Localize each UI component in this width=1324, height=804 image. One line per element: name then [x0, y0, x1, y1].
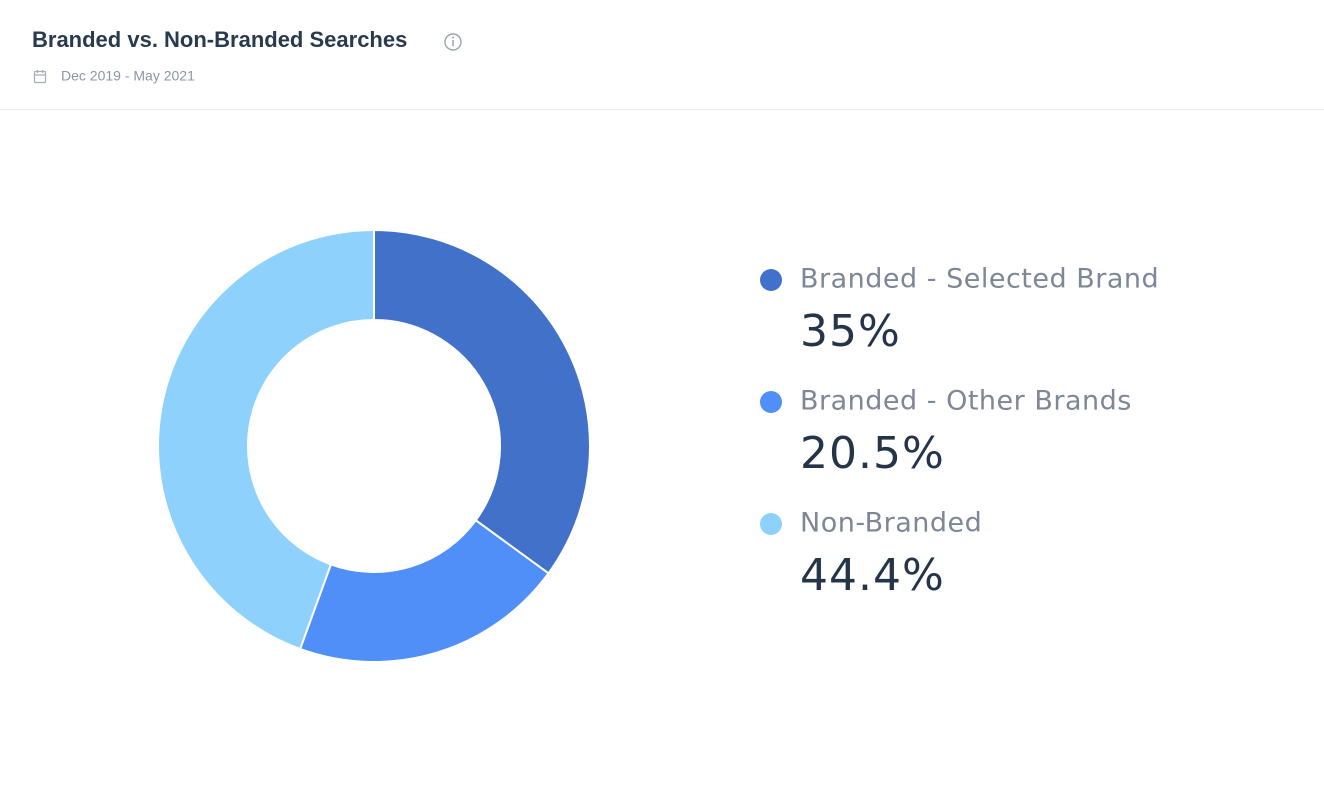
donut-slice: [298, 518, 550, 663]
chart-title: Branded vs. Non-Branded Searches: [32, 27, 407, 52]
donut-slice: [157, 228, 375, 651]
donut-slice: [373, 228, 591, 575]
value-label: 20.5%: [800, 428, 945, 479]
calendar-icon: [33, 70, 47, 84]
value-label: 44.4%: [800, 550, 945, 601]
legend-marker: [760, 269, 782, 291]
legend-marker: [760, 391, 782, 413]
value-label: 35%: [800, 306, 901, 357]
legend-label: Non-Branded: [800, 508, 982, 539]
info-icon[interactable]: [444, 33, 462, 51]
legend-label: Branded - Other Brands: [800, 386, 1132, 417]
legend-label: Branded - Selected Brand: [800, 264, 1159, 295]
chart-subtitle: Dec 2019 - May 2021: [61, 68, 195, 84]
legend-marker: [760, 513, 782, 535]
